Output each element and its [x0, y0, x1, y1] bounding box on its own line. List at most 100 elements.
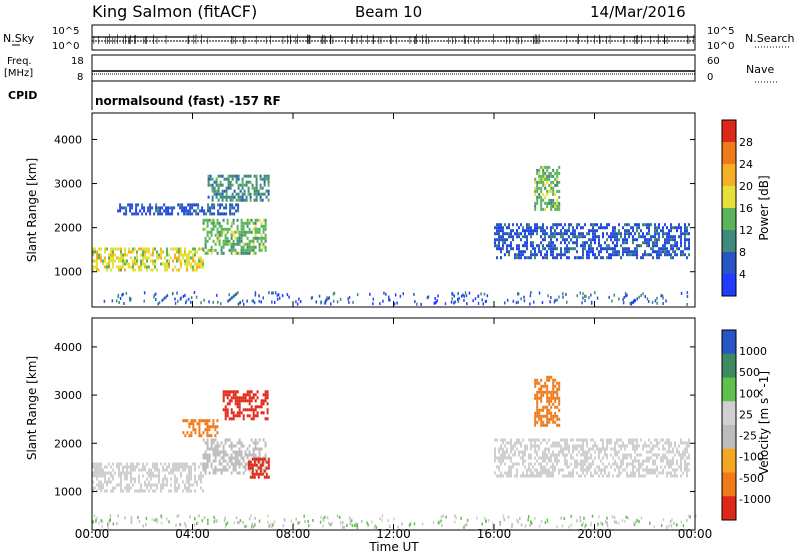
heatmap-cell	[236, 230, 239, 234]
scatter-speck	[558, 295, 560, 299]
heatmap-cell	[172, 247, 174, 251]
heatmap-cell	[644, 223, 646, 227]
scatter-speck	[466, 302, 468, 306]
heatmap-cell	[554, 396, 557, 400]
heatmap-cell	[568, 444, 570, 448]
heatmap-cell	[178, 465, 180, 469]
scatter-speck	[550, 296, 552, 299]
heatmap-cell	[204, 227, 207, 231]
heatmap-cell	[265, 460, 268, 464]
heatmap-cell	[152, 462, 154, 466]
heatmap-cell	[672, 238, 674, 242]
scatter-speck	[622, 298, 624, 302]
scatter-speck	[242, 521, 244, 525]
heatmap-cell	[630, 438, 632, 442]
heatmap-cell	[580, 244, 582, 248]
heatmap-cell	[172, 462, 174, 466]
heatmap-cell	[676, 241, 678, 245]
heatmap-cell	[140, 259, 142, 263]
heatmap-cell	[156, 253, 158, 257]
heatmap-cell	[680, 438, 682, 442]
scatter-speck	[547, 520, 549, 524]
heatmap-cell	[227, 174, 230, 178]
heatmap-cell	[158, 471, 160, 475]
scatter-speck	[630, 301, 632, 305]
heatmap-cell	[198, 431, 201, 435]
scatter-speck	[130, 521, 133, 525]
heatmap-cell	[104, 465, 106, 469]
heatmap-cell	[165, 212, 168, 216]
heatmap-cell	[207, 180, 210, 184]
heatmap-cell	[608, 235, 610, 239]
heatmap-cell	[534, 226, 536, 230]
heatmap-cell	[620, 462, 622, 466]
heatmap-cell	[684, 253, 686, 257]
heatmap-cell	[106, 483, 108, 487]
heatmap-cell	[178, 483, 180, 487]
heatmap-cell	[540, 462, 542, 466]
heatmap-cell	[532, 247, 534, 251]
heatmap-cell	[136, 256, 138, 260]
scatter-speck	[442, 514, 444, 518]
heatmap-cell	[127, 203, 130, 207]
heatmap-cell	[248, 242, 251, 246]
heatmap-cell	[642, 444, 644, 448]
heatmap-cell	[530, 226, 532, 230]
heatmap-cell	[524, 465, 526, 469]
heatmap-cell	[564, 462, 566, 466]
scatter-speck	[354, 524, 356, 527]
scatter-speck	[356, 526, 359, 529]
heatmap-cell	[516, 223, 518, 227]
heatmap-cell	[240, 453, 243, 457]
heatmap-cell	[221, 192, 224, 196]
heatmap-cell	[132, 477, 134, 481]
colorbar-tick-label: 16	[739, 202, 753, 215]
heatmap-cell	[640, 465, 642, 469]
heatmap-cell	[578, 474, 580, 478]
scatter-speck	[178, 514, 180, 518]
heatmap-cell	[230, 230, 233, 234]
scatter-speck	[556, 525, 558, 529]
heatmap-cell	[550, 453, 552, 457]
scatter-speck	[250, 514, 252, 518]
heatmap-cell	[160, 256, 162, 260]
heatmap-cell	[556, 198, 559, 202]
heatmap-cell	[528, 456, 530, 460]
heatmap-cell	[676, 459, 678, 463]
heatmap-cell	[96, 265, 98, 269]
heatmap-cell	[610, 256, 612, 260]
scatter-speck	[237, 520, 239, 524]
heatmap-cell	[242, 471, 245, 475]
heatmap-cell	[191, 206, 194, 210]
heatmap-cell	[225, 177, 228, 181]
heatmap-cell	[540, 396, 543, 400]
heatmap-cell	[167, 212, 170, 216]
heatmap-cell	[688, 223, 690, 227]
heatmap-cell	[626, 456, 628, 460]
scatter-speck	[541, 301, 544, 304]
heatmap-cell	[240, 450, 243, 454]
heatmap-cell	[228, 242, 231, 246]
heatmap-cell	[630, 462, 632, 466]
heatmap-cell	[216, 431, 219, 435]
heatmap-cell	[143, 209, 146, 213]
heatmap-cell	[600, 244, 602, 248]
heatmap-cell	[568, 450, 570, 454]
heatmap-cell	[668, 253, 670, 257]
heatmap-cell	[656, 229, 658, 233]
heatmap-cell	[536, 180, 539, 184]
heatmap-cell	[198, 262, 200, 266]
heatmap-cell	[552, 387, 555, 391]
heatmap-cell	[560, 241, 562, 245]
heatmap-cell	[170, 471, 172, 475]
scatter-speck	[184, 293, 186, 297]
heatmap-cell	[186, 256, 188, 260]
scatter-speck	[450, 300, 453, 304]
heatmap-cell	[140, 489, 142, 493]
heatmap-cell	[648, 223, 650, 227]
heatmap-cell	[600, 459, 602, 463]
heatmap-cell	[514, 462, 516, 466]
heatmap-cell	[564, 459, 566, 463]
heatmap-cell	[502, 247, 504, 251]
heatmap-cell	[668, 447, 670, 451]
